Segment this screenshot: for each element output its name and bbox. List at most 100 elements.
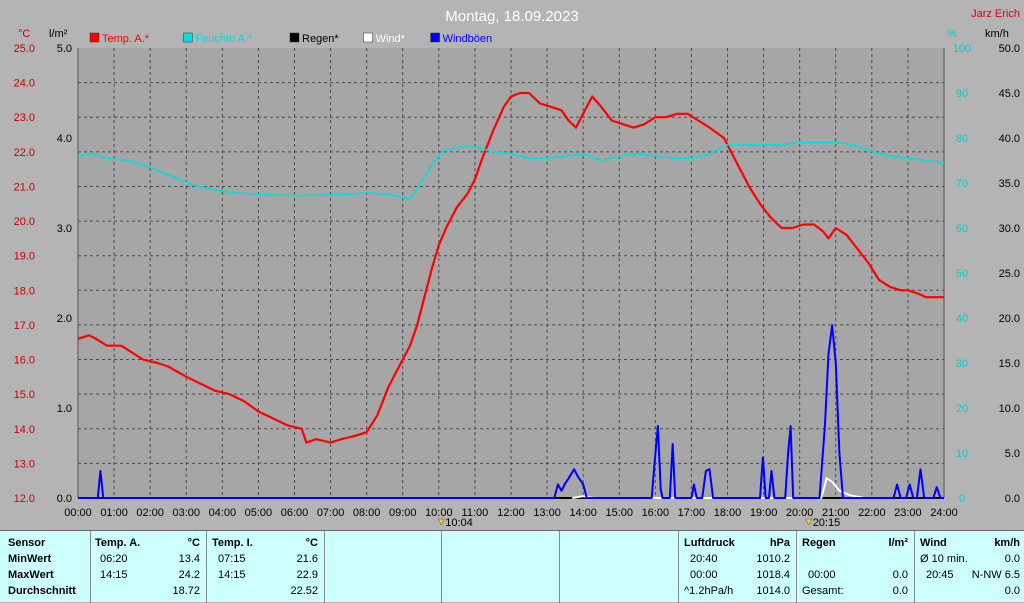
temp-i-min-time: 07:15: [218, 553, 246, 565]
temp-tick-label: 20.0: [14, 216, 35, 228]
x-tick-label: 10:00: [425, 507, 453, 519]
temp-i-max-time: 14:15: [218, 569, 246, 581]
pressure-trend-value: 1014.0: [756, 585, 790, 597]
temp-a-avg: 18.72: [172, 585, 200, 597]
wind-avg: 0.0: [1004, 553, 1020, 565]
rain-total: 0.0: [892, 585, 908, 597]
temp-tick-label: 16.0: [14, 355, 35, 367]
series-line: [77, 141, 945, 200]
humidity-tick-label: 20: [956, 403, 968, 415]
x-tick-label: 09:00: [389, 507, 417, 519]
x-tick-label: 00:00: [64, 507, 92, 519]
temp-tick-label: 13.0: [14, 458, 35, 470]
row-label-min: MinWert: [8, 553, 52, 565]
rain-tick-label: 4.0: [57, 133, 72, 145]
temp-i-min: 21.6: [296, 553, 318, 565]
humidity-tick-label: 0: [959, 493, 965, 505]
pressure-title: Luftdruck: [684, 537, 735, 549]
wind-tick-label: 50.0: [999, 43, 1020, 55]
sunset-label: 20:15: [813, 517, 841, 529]
temp-tick-label: 21.0: [14, 181, 35, 193]
rain-tick-label: 5.0: [57, 43, 72, 55]
x-tick-label: 18:00: [714, 507, 742, 519]
humidity-tick-label: 90: [956, 88, 968, 100]
rain-total-label: Gesamt:: [802, 585, 844, 597]
x-tick-label: 21:00: [822, 507, 850, 519]
pressure-trend-label: ^1.2hPa/h: [684, 585, 734, 597]
wind-tick-label: 45.0: [999, 88, 1020, 100]
x-tick-label: 19:00: [750, 507, 778, 519]
series-line: [78, 324, 944, 499]
x-tick-label: 23:00: [894, 507, 922, 519]
pressure-min: 1010.2: [756, 553, 790, 565]
author-label: Jarz Erich: [971, 8, 1020, 20]
wind-max: N-NW 6.5: [971, 569, 1020, 581]
x-tick-label: 01:00: [100, 507, 128, 519]
humidity-tick-label: 30: [956, 358, 968, 370]
pressure-max-time: 00:00: [690, 569, 718, 581]
humidity-tick-label: 70: [956, 178, 968, 190]
temp-a-max: 24.2: [178, 569, 200, 581]
temp-a-min: 13.4: [178, 553, 200, 565]
weather-chart: Montag, 18.09.2023 Jarz Erich °C l/m²% km/h 2…: [14, 8, 1020, 529]
series-line: [77, 91, 944, 444]
humidity-tick-label: 100: [953, 43, 971, 55]
x-tick-label: 12:00: [497, 507, 525, 519]
temp-i-title: Temp. I.: [212, 537, 253, 549]
legend-swatch: [183, 32, 193, 43]
wind-tick-label: 30.0: [999, 223, 1020, 235]
wind-tick-label: 20.0: [999, 313, 1020, 325]
wind-avg-label: Ø 10 min.: [920, 553, 968, 565]
wind-title: Wind: [920, 537, 947, 549]
legend-label: Temp. A.*: [102, 33, 150, 45]
temp-a-unit: °C: [187, 537, 200, 549]
temp-tick-label: 17.0: [14, 320, 35, 332]
x-tick-label: 14:00: [569, 507, 597, 519]
wind-tick-label: 10.0: [999, 403, 1020, 415]
wind-tick-label: 35.0: [999, 178, 1020, 190]
temp-tick-label: 18.0: [14, 285, 35, 297]
temp-tick-label: 19.0: [14, 251, 35, 263]
legend-label: Windböen: [443, 33, 493, 45]
row-label-max: MaxWert: [8, 569, 54, 581]
wind-tick-label: 0.0: [1005, 493, 1020, 505]
rain-tick-label: 3.0: [57, 223, 72, 235]
rain-tick-label: 2.0: [57, 313, 72, 325]
wind-max-time: 20:45: [926, 569, 954, 581]
wind-tick-label: 25.0: [999, 268, 1020, 280]
temp-a-max-time: 14:15: [100, 569, 128, 581]
temp-tick-label: 14.0: [14, 424, 35, 436]
sunset-icon: [805, 518, 813, 526]
temp-unit-label: °C: [18, 28, 30, 40]
temp-tick-label: 24.0: [14, 78, 35, 90]
x-tick-label: 05:00: [245, 507, 273, 519]
sunrise-label: 10:04: [445, 517, 473, 529]
temp-a-title: Temp. A.: [95, 537, 141, 549]
wind-unit: km/h: [994, 537, 1020, 549]
temp-tick-label: 15.0: [14, 389, 35, 401]
x-tick-label: 13:00: [533, 507, 561, 519]
x-tick-label: 11:00: [462, 507, 489, 519]
rain-title: Regen: [802, 537, 836, 549]
x-tick-label: 07:00: [317, 507, 345, 519]
wind-tick-label: 40.0: [999, 133, 1020, 145]
legend-label: Feuchte A.*: [195, 33, 253, 45]
row-label-sensor: Sensor: [8, 537, 46, 549]
x-tick-label: 08:00: [353, 507, 381, 519]
legend-swatch: [289, 32, 300, 43]
legend-swatch: [430, 32, 440, 43]
x-tick-label: 03:00: [172, 507, 200, 519]
rain-max: 0.0: [892, 569, 908, 581]
wind-unit-label: km/h: [985, 28, 1009, 40]
temp-tick-label: 22.0: [14, 147, 35, 159]
rain-tick-label: 0.0: [57, 493, 72, 505]
pressure-unit: hPa: [769, 537, 790, 549]
temp-tick-label: 25.0: [14, 43, 35, 55]
temp-i-max: 22.9: [296, 569, 318, 581]
pressure-max: 1018.4: [756, 569, 790, 581]
temp-i-unit: °C: [305, 537, 318, 549]
x-tick-label: 17:00: [678, 507, 706, 519]
humidity-tick-label: 60: [956, 223, 968, 235]
humidity-tick-label: 80: [956, 133, 968, 145]
temp-a-min-time: 06:20: [100, 553, 128, 565]
